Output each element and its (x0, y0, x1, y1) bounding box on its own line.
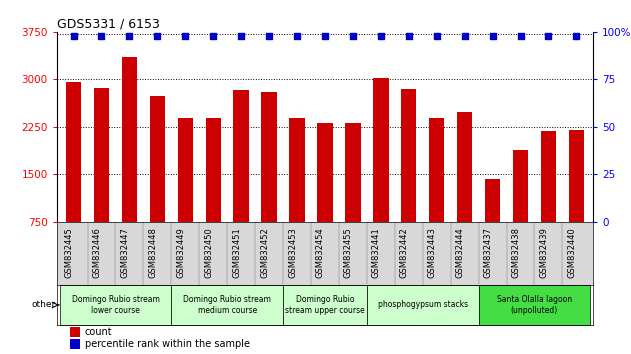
Bar (367, 285, 478, 325)
Text: GSM832449: GSM832449 (176, 227, 186, 278)
Text: Santa Olalla lagoon
(unpolluted): Santa Olalla lagoon (unpolluted) (497, 295, 572, 315)
Text: GDS5331 / 6153: GDS5331 / 6153 (57, 18, 160, 31)
Bar (150, 96, 165, 222)
Bar (122, 57, 137, 222)
Bar (66, 82, 81, 222)
Bar (345, 123, 360, 222)
Bar (261, 92, 277, 222)
Bar (59, 285, 172, 325)
Bar (177, 118, 193, 222)
Bar (233, 90, 249, 222)
Point (432, 34, 442, 39)
Text: Domingo Rubio
stream upper course: Domingo Rubio stream upper course (285, 295, 365, 315)
Bar (429, 118, 444, 222)
Point (459, 34, 469, 39)
Text: Domingo Rubio stream
medium course: Domingo Rubio stream medium course (183, 295, 271, 315)
Bar (457, 112, 473, 222)
Bar (290, 118, 305, 222)
Point (292, 34, 302, 39)
Point (124, 34, 134, 39)
Point (264, 34, 274, 39)
Point (236, 34, 246, 39)
Bar (401, 90, 416, 222)
Text: GSM832452: GSM832452 (260, 227, 269, 278)
Point (516, 34, 526, 39)
Bar (485, 179, 500, 222)
Point (543, 34, 553, 39)
Text: GSM832448: GSM832448 (148, 227, 157, 278)
Bar (541, 131, 556, 222)
Point (320, 34, 330, 39)
Bar (317, 123, 333, 222)
Text: GSM832453: GSM832453 (288, 227, 297, 278)
Text: GSM832450: GSM832450 (204, 227, 213, 278)
Bar (569, 130, 584, 222)
Text: other: other (32, 301, 56, 309)
Point (571, 34, 581, 39)
Text: GSM832451: GSM832451 (232, 227, 241, 278)
Bar (206, 118, 221, 222)
Point (97, 34, 107, 39)
Text: phosphogypsum stacks: phosphogypsum stacks (378, 301, 468, 309)
Bar (373, 78, 389, 222)
Bar (283, 285, 367, 325)
Point (69, 34, 79, 39)
Text: GSM832454: GSM832454 (316, 227, 325, 278)
Text: GSM832442: GSM832442 (400, 227, 409, 278)
Bar (513, 150, 528, 222)
Bar (94, 87, 109, 222)
Text: GSM832444: GSM832444 (456, 227, 464, 278)
Bar (70, 339, 80, 349)
Text: Domingo Rubio stream
lower course: Domingo Rubio stream lower course (71, 295, 160, 315)
Bar (172, 285, 283, 325)
Point (404, 34, 414, 39)
Text: GSM832443: GSM832443 (428, 227, 437, 278)
Point (348, 34, 358, 39)
Text: GSM832455: GSM832455 (344, 227, 353, 278)
Text: GSM832438: GSM832438 (512, 227, 521, 278)
Point (152, 34, 162, 39)
Text: GSM832447: GSM832447 (121, 227, 129, 278)
Text: GSM832441: GSM832441 (372, 227, 381, 278)
Point (376, 34, 386, 39)
Text: GSM832437: GSM832437 (483, 227, 493, 278)
Text: percentile rank within the sample: percentile rank within the sample (85, 339, 250, 349)
Bar (70, 327, 80, 337)
Text: GSM832440: GSM832440 (567, 227, 576, 278)
Text: GSM832446: GSM832446 (93, 227, 102, 278)
Text: GSM832439: GSM832439 (540, 227, 548, 278)
Point (488, 34, 498, 39)
Text: GSM832445: GSM832445 (64, 227, 74, 278)
Bar (478, 285, 591, 325)
Text: count: count (85, 327, 112, 337)
Point (208, 34, 218, 39)
Point (180, 34, 191, 39)
